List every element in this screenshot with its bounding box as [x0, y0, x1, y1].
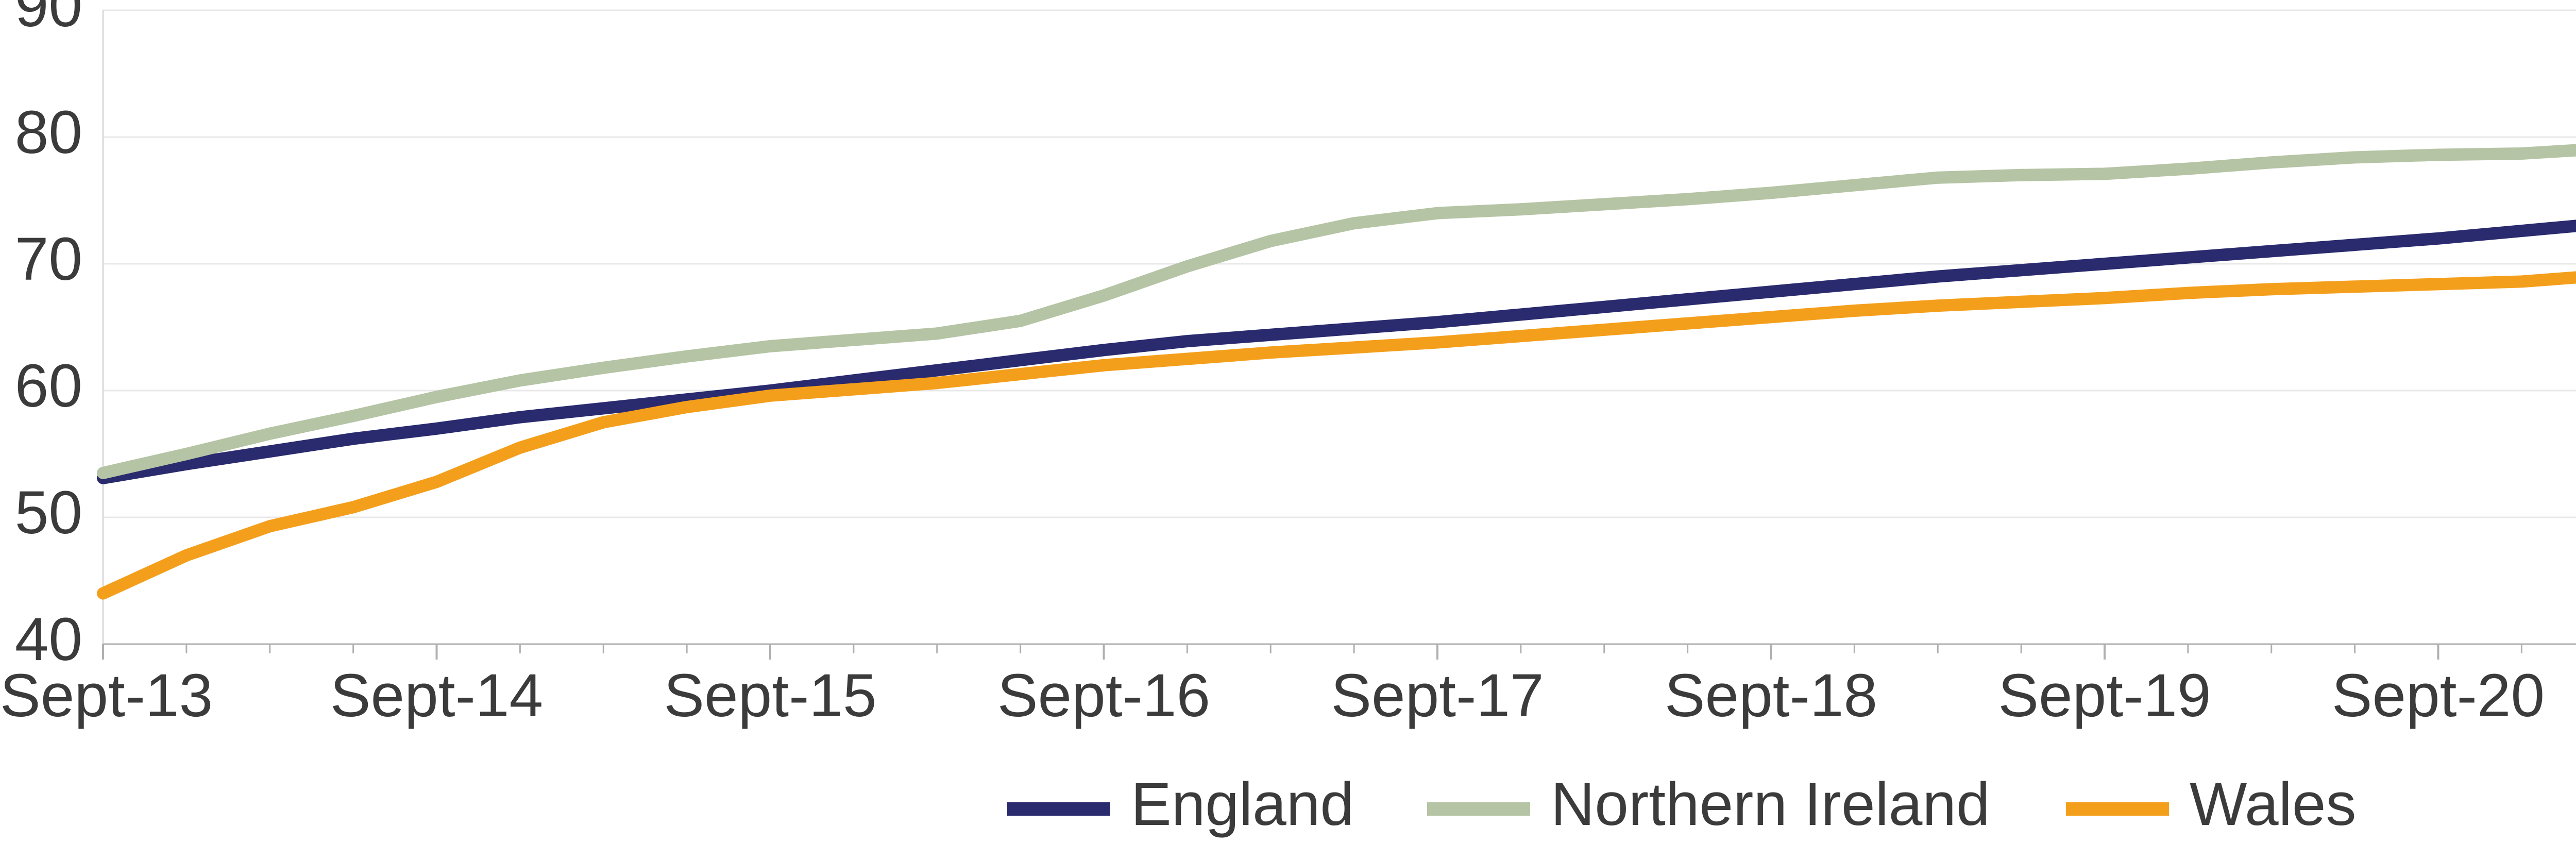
x-tick-label: Sept-18 — [1665, 662, 1877, 730]
y-tick-label: 70 — [15, 225, 82, 293]
y-tick-label: 50 — [15, 479, 82, 547]
legend-label: Northern Ireland — [1551, 770, 1990, 838]
x-tick-label: Sept-20 — [2332, 662, 2545, 730]
legend-label: England — [1131, 770, 1354, 838]
chart-canvas: 405060708090Sept-13Sept-14Sept-15Sept-16… — [0, 0, 2576, 843]
legend-item-northern-ireland: Northern Ireland — [1427, 770, 1990, 838]
line-chart: 405060708090Sept-13Sept-14Sept-15Sept-16… — [0, 0, 2576, 843]
legend-item-england: England — [1007, 770, 1354, 838]
x-tick-label: Sept-16 — [997, 662, 1210, 730]
x-tick-label: Sept-19 — [1998, 662, 2211, 730]
legend-label: Wales — [2190, 770, 2356, 838]
x-tick-label: Sept-17 — [1331, 662, 1544, 730]
x-tick-label: Sept-15 — [664, 662, 876, 730]
x-tick-label: Sept-14 — [330, 662, 543, 730]
y-tick-label: 80 — [15, 98, 82, 166]
y-tick-label: 60 — [15, 352, 82, 420]
x-tick-label: Sept-13 — [0, 662, 213, 730]
y-tick-label: 90 — [15, 0, 82, 40]
legend-item-wales: Wales — [2066, 770, 2356, 838]
